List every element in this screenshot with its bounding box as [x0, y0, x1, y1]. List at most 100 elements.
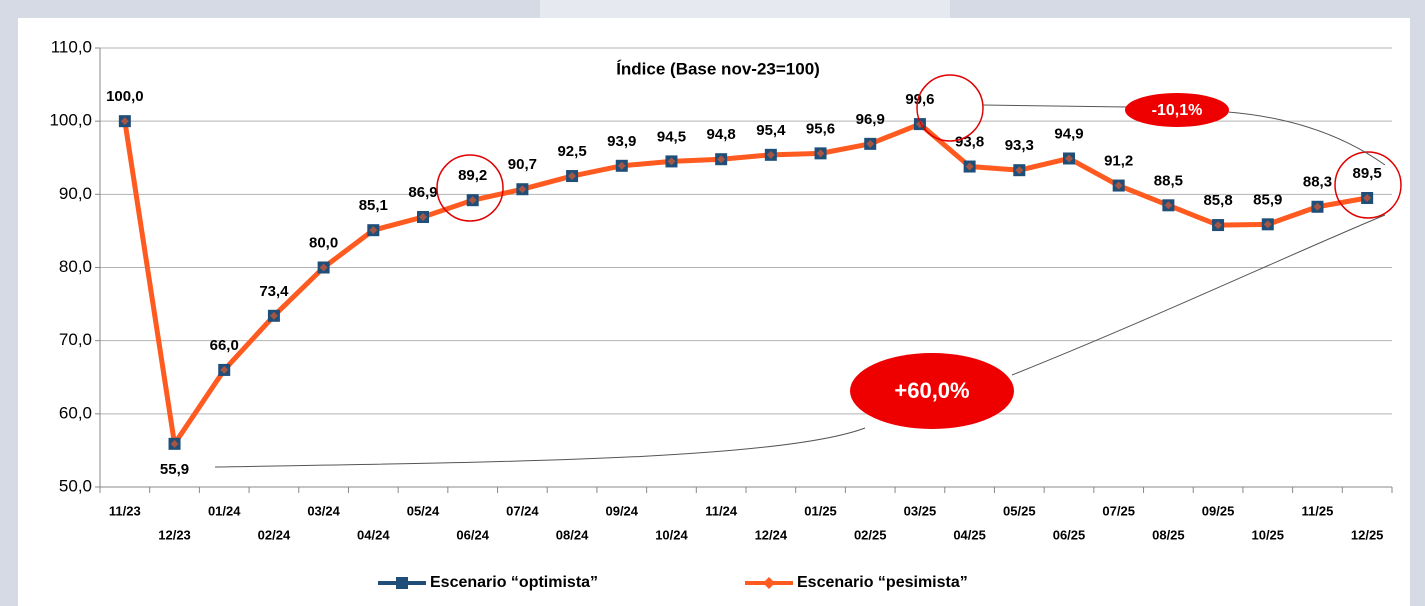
- data-label: 80,0: [309, 234, 338, 251]
- annotation-bubble: [1125, 93, 1229, 127]
- y-tick-label: 100,0: [49, 111, 92, 130]
- marker-diamond: [766, 150, 775, 159]
- marker-diamond: [1313, 202, 1322, 211]
- marker-diamond: [1263, 220, 1272, 229]
- data-label: 88,3: [1303, 174, 1332, 191]
- data-label: 93,9: [607, 133, 636, 150]
- marker-diamond: [369, 226, 378, 235]
- x-tick-label: 05/24: [407, 503, 440, 518]
- x-tick-label: 08/25: [1152, 527, 1185, 542]
- highlight-circle: [1334, 151, 1402, 219]
- legend-marker: [763, 577, 775, 589]
- data-label: 88,5: [1154, 172, 1183, 189]
- marker-diamond: [717, 155, 726, 164]
- marker-diamond: [120, 117, 129, 126]
- marker-diamond: [915, 120, 924, 129]
- connector: [982, 104, 1128, 108]
- marker-diamond: [269, 311, 278, 320]
- legend-label: Escenario “optimista”: [430, 574, 598, 591]
- x-tick-label: 12/25: [1351, 527, 1384, 542]
- data-label: 89,2: [458, 167, 487, 184]
- x-tick-label: 05/25: [1003, 503, 1036, 518]
- data-label: 66,0: [210, 337, 239, 354]
- data-label: 94,8: [707, 126, 736, 143]
- connector: [1227, 111, 1386, 166]
- annotation: +60,0%: [894, 378, 969, 403]
- x-tick-label: 03/24: [307, 503, 340, 518]
- x-tick-label: 06/24: [456, 527, 489, 542]
- x-tick-label: 01/24: [208, 503, 241, 518]
- x-tick-label: 02/24: [258, 527, 291, 542]
- data-label: 90,7: [508, 156, 537, 173]
- data-label: 89,5: [1353, 165, 1382, 182]
- marker-diamond: [518, 185, 527, 194]
- x-tick-label: 12/24: [755, 527, 788, 542]
- data-label: 95,4: [756, 122, 786, 139]
- x-tick-label: 07/24: [506, 503, 539, 518]
- marker-diamond: [816, 149, 825, 158]
- data-label: 99,6: [905, 91, 934, 108]
- x-tick-label: 01/25: [804, 503, 837, 518]
- x-tick-label: 07/25: [1102, 503, 1135, 518]
- legend-marker: [396, 577, 408, 589]
- y-tick-label: 80,0: [59, 257, 92, 276]
- marker-diamond: [617, 161, 626, 170]
- x-tick-label: 09/24: [605, 503, 638, 518]
- data-label: 92,5: [557, 143, 586, 160]
- x-tick-label: 10/24: [655, 527, 688, 542]
- data-label: 55,9: [160, 461, 189, 478]
- connector: [214, 427, 866, 468]
- data-label: 93,3: [1005, 137, 1034, 154]
- x-tick-label: 11/24: [705, 503, 738, 518]
- x-tick-label: 09/25: [1202, 503, 1235, 518]
- top-strip: [540, 0, 950, 18]
- legend-label: Escenario “pesimista”: [797, 574, 968, 591]
- marker-diamond: [965, 162, 974, 171]
- marker-diamond: [319, 263, 328, 272]
- x-tick-label: 03/25: [904, 503, 937, 518]
- data-label: 94,5: [657, 128, 686, 145]
- chart-title: Índice (Base nov-23=100): [616, 59, 820, 78]
- data-label: 100,0: [106, 88, 144, 105]
- annotation-bubble: [850, 353, 1014, 429]
- data-label: 85,8: [1203, 192, 1232, 209]
- marker-diamond: [1363, 193, 1372, 202]
- marker-diamond: [1015, 166, 1024, 175]
- marker-diamond: [170, 439, 179, 448]
- y-tick-label: 70,0: [59, 330, 92, 349]
- data-label: 94,9: [1054, 125, 1083, 142]
- marker-diamond: [419, 213, 427, 222]
- y-tick-label: 50,0: [59, 476, 92, 495]
- highlight-circle: [436, 154, 504, 222]
- data-label: 86,9: [408, 184, 437, 201]
- x-tick-label: 02/25: [854, 527, 887, 542]
- connector: [1011, 214, 1386, 376]
- marker-diamond: [1164, 201, 1173, 210]
- x-tick-label: 12/23: [158, 527, 191, 542]
- x-tick-label: 04/25: [953, 527, 986, 542]
- marker-diamond: [1114, 181, 1123, 190]
- plot: 50,0 60,0 70,0 80,0 90,0 100,0 110,0 11/23 12/23…: [49, 37, 1393, 542]
- data-label: 85,1: [359, 197, 388, 214]
- x-tick-label: 04/24: [357, 527, 390, 542]
- marker-diamond: [1214, 221, 1223, 230]
- data-label: 96,9: [856, 111, 885, 128]
- marker-diamond: [1065, 154, 1073, 163]
- y-tick-label: 90,0: [59, 184, 92, 203]
- x-tick-label: 11/23: [109, 503, 141, 518]
- data-label: 91,2: [1104, 153, 1133, 170]
- marker-diamond: [568, 172, 577, 181]
- x-tick-label: 06/25: [1053, 527, 1086, 542]
- y-tick-label: 60,0: [59, 403, 92, 422]
- data-label: 93,8: [955, 133, 984, 150]
- legend: Escenario “optimista” Escenario “pesimist…: [378, 574, 968, 591]
- x-tick-label: 10/25: [1251, 527, 1284, 542]
- data-label: 73,4: [259, 283, 289, 300]
- data-label: 85,9: [1253, 191, 1282, 208]
- data-label: 95,6: [806, 120, 835, 137]
- annotation: -10,1%: [1152, 102, 1203, 119]
- marker-diamond: [866, 139, 875, 148]
- x-tick-label: 08/24: [556, 527, 589, 542]
